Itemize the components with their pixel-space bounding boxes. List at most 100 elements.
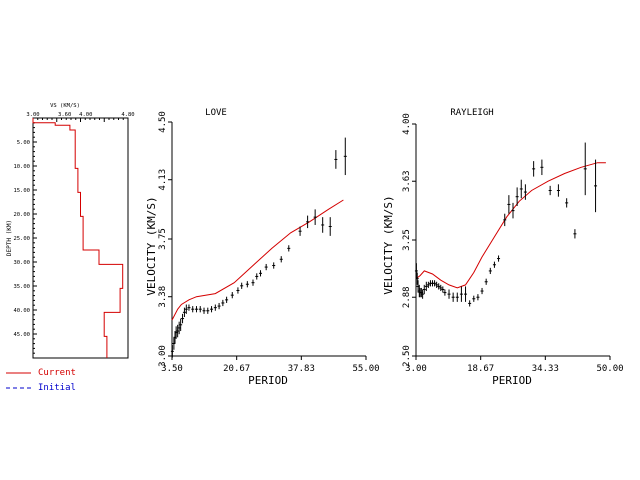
observed-point — [343, 137, 347, 176]
y-tick-label: 3.75 — [158, 228, 168, 250]
model-xtick-label: 3.60 — [58, 112, 71, 118]
observed-point — [548, 185, 552, 196]
observed-point — [455, 292, 459, 302]
rayleigh-ylabel: VELOCITY (KM/S) — [382, 195, 395, 294]
rayleigh-panel: RAYLEIGH 3.00 18.67 34.33 50.00 2.50 2.88 3.25… — [382, 108, 624, 387]
observed-point — [556, 184, 560, 197]
observed-point — [272, 262, 276, 269]
observed-point — [441, 286, 445, 293]
observed-point — [225, 296, 229, 303]
love-ylabel: VELOCITY (KM/S) — [145, 196, 158, 295]
observed-point — [194, 306, 198, 313]
legend-current-label: Current — [38, 368, 76, 378]
observed-point — [439, 284, 443, 292]
observed-point — [468, 300, 472, 307]
model-ytick-label: 10.00 — [13, 164, 30, 170]
rayleigh-title: RAYLEIGH — [450, 108, 493, 118]
observed-point — [210, 306, 214, 313]
observed-point — [451, 292, 455, 302]
observed-point — [255, 273, 259, 280]
observed-point — [583, 142, 587, 196]
x-tick-label: 55.00 — [352, 364, 379, 374]
y-tick-label: 3.63 — [402, 170, 412, 192]
observed-point — [573, 229, 577, 239]
x-tick-label: 18.67 — [467, 364, 494, 374]
observed-point — [476, 294, 480, 301]
observed-point — [515, 187, 519, 206]
observed-point — [206, 307, 210, 314]
y-tick-label: 4.50 — [158, 111, 168, 133]
observed-point — [334, 150, 338, 169]
observed-point — [443, 289, 447, 296]
observed-point — [198, 306, 202, 313]
love-title: LOVE — [205, 108, 227, 118]
observed-point — [519, 179, 523, 199]
model-xtick-label: 4.80 — [121, 112, 134, 118]
observed-point — [221, 299, 225, 307]
model-ytick-labels: 5.00 10.00 15.00 20.00 25.00 30.00 35.00 40.00 4… — [13, 140, 30, 338]
observed-point — [259, 270, 263, 277]
observed-point — [191, 306, 195, 313]
observed-point — [306, 215, 310, 229]
rayleigh-current-line — [415, 162, 606, 289]
model-ytick-label: 45.00 — [13, 332, 30, 338]
model-xlabel: VS (KM/S) — [50, 103, 80, 109]
observed-point — [421, 289, 425, 299]
observed-point — [511, 202, 515, 219]
y-tick-label: 3.38 — [158, 286, 168, 308]
observed-point — [202, 307, 206, 314]
legend-initial-label: Initial — [38, 383, 76, 393]
y-tick-label: 4.00 — [402, 113, 412, 135]
y-tick-label: 2.88 — [402, 286, 412, 308]
love-ticks: 3.50 20.67 37.83 55.00 3.00 3.38 3.75 4.13 4.50 — [158, 111, 380, 374]
observed-point — [230, 292, 234, 299]
model-xtick-labels: 3.00 3.60 4.00 4.80 — [26, 112, 134, 118]
observed-point — [424, 281, 428, 292]
observed-point — [532, 161, 536, 177]
model-xtick-label: 4.00 — [79, 112, 92, 118]
x-tick-label: 3.50 — [161, 364, 183, 374]
model-xtick-label: 3.00 — [26, 112, 39, 118]
rayleigh-observed-points — [414, 142, 598, 307]
x-tick-label: 20.67 — [223, 364, 250, 374]
observed-point — [313, 209, 317, 225]
observed-point — [179, 318, 183, 332]
model-ytick-label: 35.00 — [13, 284, 30, 290]
observed-point — [594, 159, 598, 213]
observed-point — [298, 226, 302, 236]
model-ytick-label: 40.00 — [13, 308, 30, 314]
observed-point — [484, 278, 488, 285]
observed-point — [213, 304, 217, 311]
observed-point — [523, 184, 527, 200]
observed-point — [437, 283, 441, 290]
love-xlabel: PERIOD — [248, 374, 288, 387]
observed-point — [174, 326, 178, 339]
observed-point — [426, 281, 430, 288]
observed-point — [435, 281, 439, 288]
observed-point — [422, 284, 426, 295]
observed-point — [279, 256, 283, 263]
y-tick-label: 2.50 — [402, 345, 412, 367]
observed-point — [447, 289, 451, 299]
x-tick-label: 34.33 — [532, 364, 559, 374]
y-tick-label: 3.00 — [158, 345, 168, 367]
model-panel: VS (KM/S) 3.00 3.60 4.00 4.80 5.00 10.00 15.0… — [6, 103, 135, 359]
observed-point — [480, 287, 484, 295]
observed-point — [414, 263, 418, 279]
observed-point — [497, 255, 501, 262]
observed-point — [264, 263, 268, 271]
observed-point — [433, 280, 437, 287]
love-panel: LOVE 3.50 20.67 37.83 55.00 3.00 3.38 3.75 4.13… — [145, 108, 380, 387]
x-tick-label: 3.00 — [405, 364, 427, 374]
model-ylabel: DEPTH (KM) — [6, 220, 13, 256]
observed-point — [181, 313, 185, 324]
love-current-line — [171, 199, 344, 321]
legend: Current Initial — [6, 368, 76, 393]
model-frame — [32, 117, 129, 359]
observed-point — [507, 195, 511, 214]
y-tick-label: 3.25 — [402, 229, 412, 251]
love-observed-points — [170, 137, 347, 358]
observed-point — [503, 213, 507, 227]
observed-point — [287, 245, 291, 252]
